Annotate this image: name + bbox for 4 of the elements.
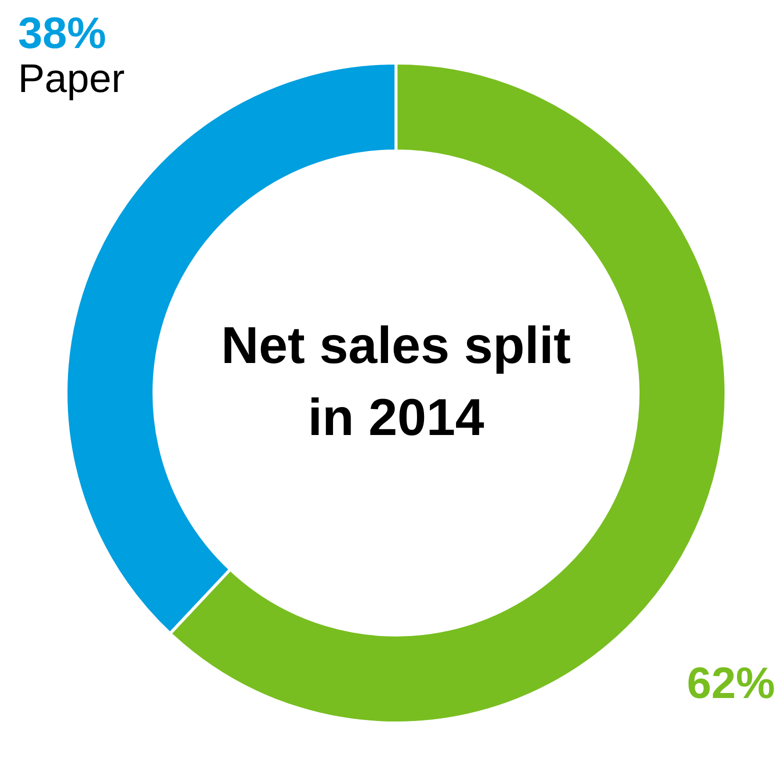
slice-label: Paper xyxy=(18,57,125,101)
text: Net sales split in 2014 xyxy=(221,317,571,447)
data-label: 38% xyxy=(18,9,106,58)
data-label: 62% xyxy=(686,659,775,708)
